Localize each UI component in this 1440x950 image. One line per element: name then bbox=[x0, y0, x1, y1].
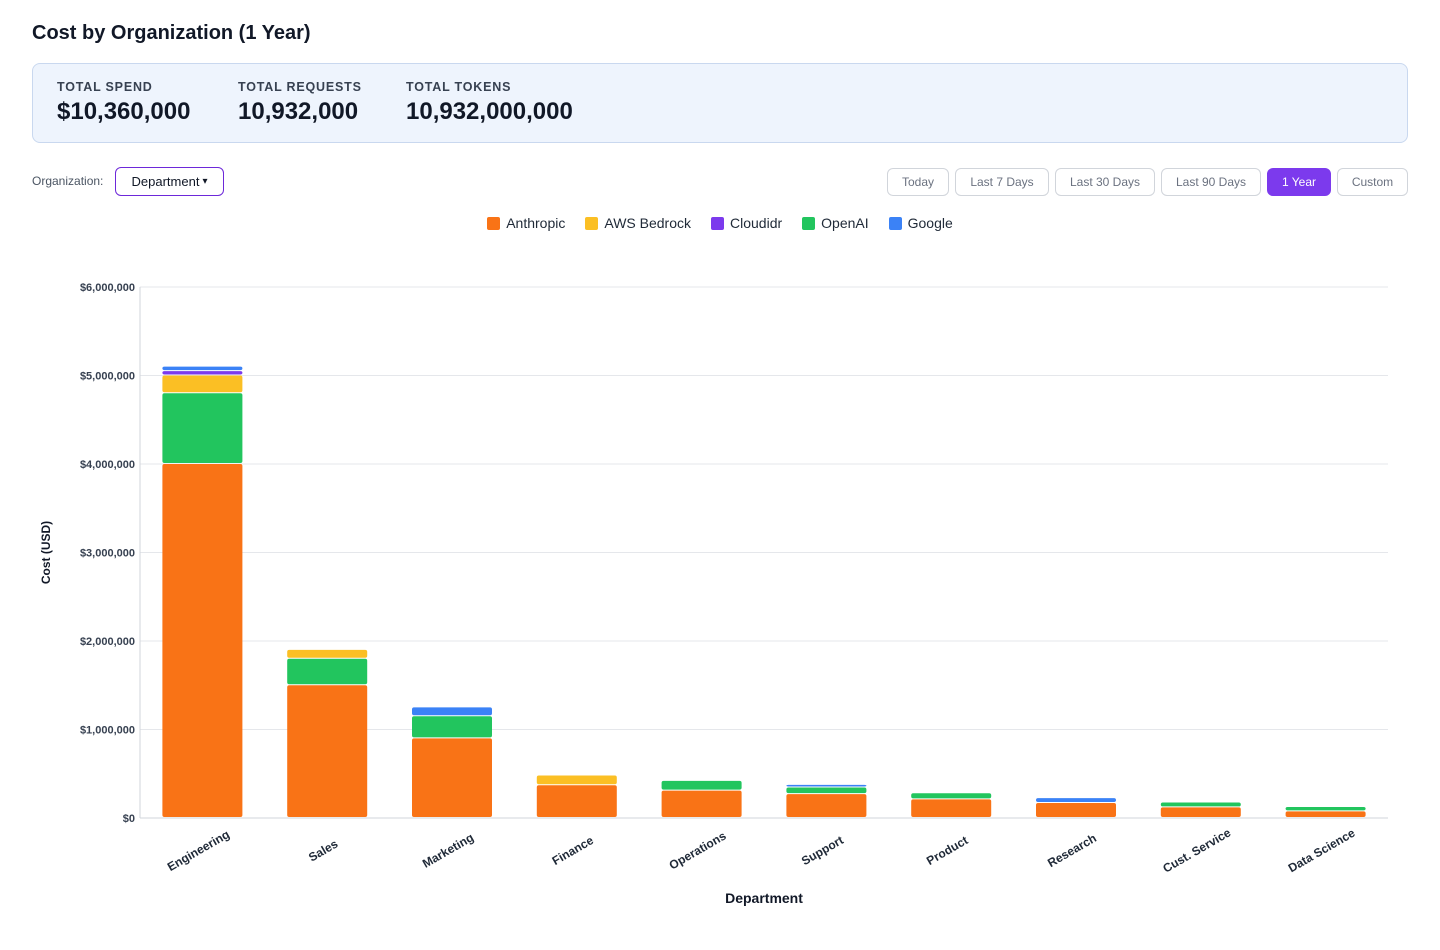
x-tick-label: Product bbox=[924, 833, 970, 868]
bar-segment bbox=[1160, 802, 1241, 807]
legend-swatch bbox=[487, 216, 501, 230]
bar-segment bbox=[287, 685, 368, 817]
bar-segment bbox=[1036, 802, 1116, 817]
bar-segment bbox=[536, 785, 617, 817]
bar-segment bbox=[1285, 806, 1366, 811]
y-tick-label: $5,000,000 bbox=[80, 371, 135, 383]
y-tick-label: $4,000,000 bbox=[80, 459, 135, 471]
x-axis-title: Department bbox=[725, 890, 803, 906]
stat-value: $10,360,000 bbox=[57, 98, 191, 125]
x-tick-label: Marketing bbox=[420, 830, 476, 870]
legend-item-aws-bedrock[interactable]: AWS Bedrock bbox=[585, 215, 691, 231]
bar-segment bbox=[661, 790, 742, 817]
x-tick-label: Sales bbox=[306, 836, 340, 864]
bar-segment bbox=[162, 393, 243, 463]
stat-label: TOTAL SPEND bbox=[57, 80, 153, 94]
bar-segment bbox=[162, 366, 243, 371]
organization-select-value: Department bbox=[131, 174, 200, 189]
bar-segment bbox=[786, 787, 867, 794]
x-tick-label: Engineering bbox=[165, 827, 232, 874]
range-custom-button[interactable]: Custom bbox=[1337, 168, 1408, 196]
stats-panel: TOTAL SPEND $10,360,000 TOTAL REQUESTS 1… bbox=[32, 63, 1408, 143]
legend-item-cloudidr[interactable]: Cloudidr bbox=[711, 215, 782, 231]
bar-segment bbox=[786, 794, 867, 817]
bar-segment bbox=[162, 371, 243, 375]
legend-swatch bbox=[585, 216, 599, 230]
x-tick-label: Support bbox=[799, 833, 846, 868]
x-tick-label: Data Science bbox=[1286, 826, 1358, 876]
bar-segment bbox=[1285, 811, 1366, 817]
bar-segment bbox=[162, 464, 243, 817]
bar-segment bbox=[786, 784, 867, 787]
bar-segment bbox=[287, 658, 368, 685]
bar-segment bbox=[536, 775, 617, 785]
bar-segment bbox=[1160, 807, 1241, 817]
bar-segment bbox=[412, 738, 492, 817]
legend-label: Cloudidr bbox=[730, 215, 783, 231]
bar-segment bbox=[162, 375, 243, 393]
legend-label: OpenAI bbox=[821, 215, 869, 231]
bar-segment bbox=[412, 716, 492, 738]
stat-label: TOTAL TOKENS bbox=[406, 80, 512, 94]
range-last-30-days-button[interactable]: Last 30 Days bbox=[1055, 168, 1155, 196]
y-tick-label: $2,000,000 bbox=[80, 636, 135, 648]
range-last-7-days-button[interactable]: Last 7 Days bbox=[955, 168, 1049, 196]
page-title: Cost by Organization (1 Year) bbox=[32, 22, 311, 44]
y-tick-label: $1,000,000 bbox=[80, 725, 135, 737]
stat-total-spend: TOTAL SPEND $10,360,000 bbox=[57, 80, 190, 126]
stat-value: 10,932,000,000 bbox=[406, 98, 573, 125]
chart-legend: Anthropic AWS Bedrock Cloudidr OpenAI Go… bbox=[0, 215, 1440, 231]
stat-label: TOTAL REQUESTS bbox=[238, 80, 362, 94]
legend-label: Google bbox=[907, 215, 953, 231]
legend-swatch bbox=[711, 216, 724, 230]
bar-segment bbox=[412, 707, 492, 716]
legend-item-google[interactable]: Google bbox=[888, 215, 953, 231]
y-tick-label: $0 bbox=[123, 813, 135, 825]
bar-segment bbox=[661, 780, 742, 790]
x-tick-label: Research bbox=[1045, 831, 1099, 870]
legend-item-openai[interactable]: OpenAI bbox=[802, 215, 869, 231]
bar-segment bbox=[911, 793, 992, 799]
legend-label: Anthropic bbox=[506, 215, 566, 231]
stat-total-requests: TOTAL REQUESTS 10,932,000 bbox=[238, 80, 362, 126]
legend-item-anthropic[interactable]: Anthropic bbox=[487, 215, 565, 231]
legend-swatch bbox=[802, 216, 816, 230]
organization-label: Organization: bbox=[32, 174, 104, 188]
x-tick-label: Operations bbox=[667, 828, 729, 872]
range-1-year-button[interactable]: 1 Year bbox=[1267, 168, 1331, 196]
range-today-button[interactable]: Today bbox=[887, 168, 949, 196]
chevron-down-icon: ▾ bbox=[202, 176, 208, 187]
organization-select[interactable]: Department ▾ bbox=[115, 167, 224, 196]
x-tick-label: Finance bbox=[550, 833, 597, 868]
legend-swatch bbox=[888, 216, 902, 230]
x-tick-label: Cust. Service bbox=[1160, 825, 1233, 875]
bar-segment bbox=[911, 799, 992, 817]
y-axis-title: Cost (USD) bbox=[39, 521, 53, 584]
legend-label: AWS Bedrock bbox=[604, 215, 691, 231]
stat-value: 10,932,000 bbox=[238, 98, 359, 125]
stat-total-tokens: TOTAL TOKENS 10,932,000,000 bbox=[406, 80, 573, 126]
bar-segment bbox=[287, 649, 368, 658]
y-tick-label: $6,000,000 bbox=[80, 282, 135, 294]
range-last-90-days-button[interactable]: Last 90 Days bbox=[1161, 168, 1261, 196]
y-tick-label: $3,000,000 bbox=[80, 548, 135, 560]
bar-segment bbox=[1036, 798, 1116, 802]
